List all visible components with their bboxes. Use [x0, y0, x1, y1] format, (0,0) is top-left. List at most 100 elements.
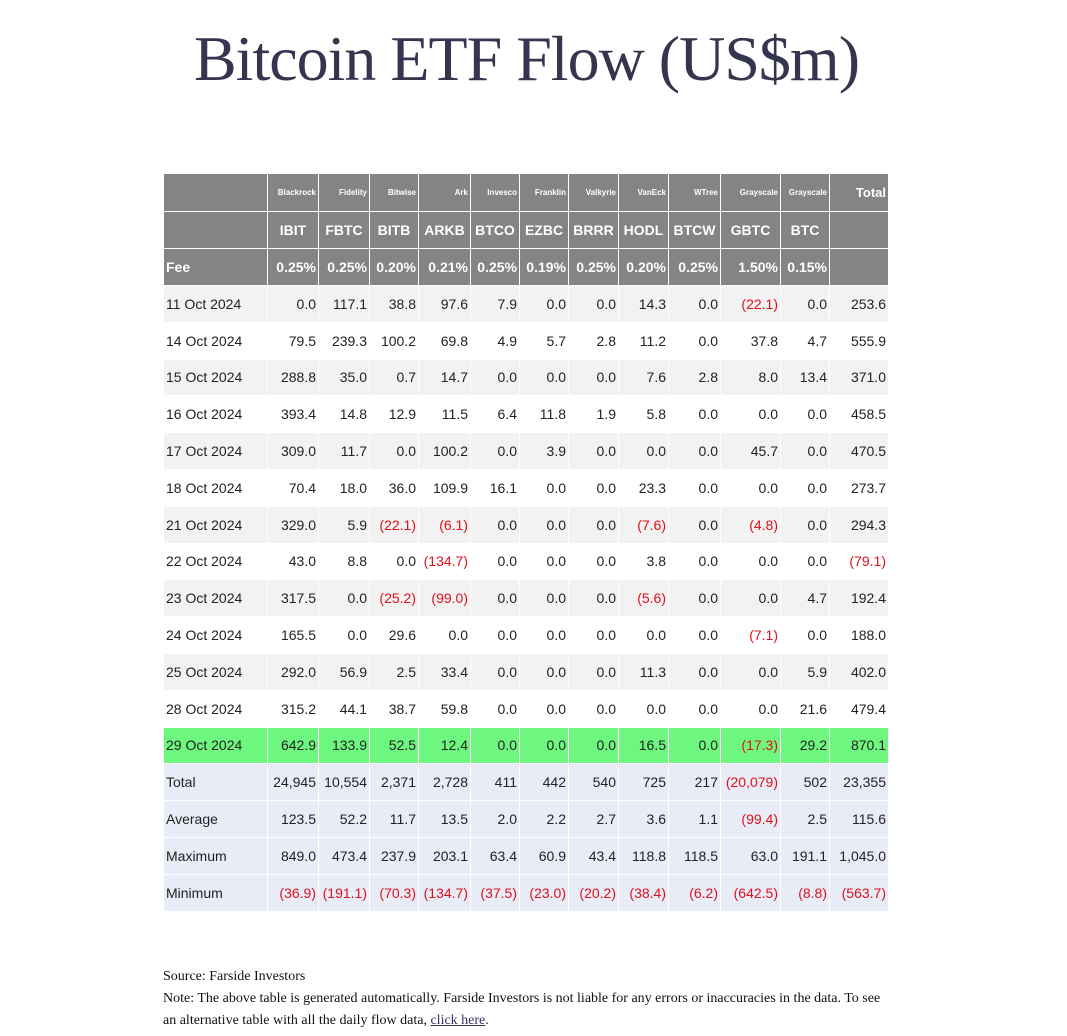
summary-value: 540 — [568, 763, 619, 802]
flow-value: 12.4 — [418, 726, 471, 765]
ticker: EZBC — [519, 211, 569, 249]
flow-value: 479.4 — [829, 689, 889, 728]
summary-value: 11.7 — [369, 800, 419, 838]
flow-value: 0.0 — [519, 468, 569, 507]
issuer-row: Blackrock Fidelity Bitwise Ark Invesco Frankl… — [163, 173, 889, 212]
flow-row: 11 Oct 2024 0.0 117.1 38.8 97.6 7.9 0.0 0.0 14.3… — [163, 285, 889, 323]
flow-value: 4.9 — [470, 321, 520, 360]
issuer: Bitwise — [369, 173, 419, 212]
flow-value: 29.2 — [780, 726, 830, 765]
flow-value: 44.1 — [318, 689, 370, 728]
flow-value: 43.0 — [267, 542, 319, 581]
fee-label: Fee — [163, 248, 268, 286]
flow-value: 8.8 — [318, 542, 370, 581]
flow-value: (22.1) — [369, 505, 419, 544]
flow-value: 393.4 — [267, 395, 319, 434]
flow-value: 309.0 — [267, 432, 319, 470]
flow-value: (4.8) — [720, 505, 781, 544]
flow-value: 0.0 — [668, 689, 721, 728]
flow-value: 0.0 — [668, 285, 721, 323]
flow-value: 0.0 — [668, 432, 721, 470]
flow-value: 0.0 — [519, 726, 569, 765]
flow-value: 6.4 — [470, 395, 520, 434]
issuer: Total — [829, 173, 889, 212]
flow-value: 0.0 — [470, 432, 520, 470]
summary-value: 442 — [519, 763, 569, 802]
flow-value: 21.6 — [780, 689, 830, 728]
flow-value: 38.7 — [369, 689, 419, 728]
flow-value: (22.1) — [720, 285, 781, 323]
fee: 0.20% — [369, 248, 419, 286]
flow-value: 0.0 — [470, 505, 520, 544]
flow-value: 0.0 — [780, 432, 830, 470]
date: 29 Oct 2024 — [163, 726, 268, 765]
flow-value: 13.4 — [780, 358, 830, 397]
flow-value: 3.9 — [519, 432, 569, 470]
flow-value: 2.8 — [568, 321, 619, 360]
flow-value: 0.0 — [519, 358, 569, 397]
flow-value: (25.2) — [369, 579, 419, 618]
flow-value: 458.5 — [829, 395, 889, 434]
summary-value: 725 — [618, 763, 669, 802]
blank-cell — [163, 173, 268, 212]
summary-value: (134.7) — [418, 873, 471, 912]
summary-value: 123.5 — [267, 800, 319, 838]
flow-value: 0.0 — [668, 726, 721, 765]
summary-value: 43.4 — [568, 836, 619, 875]
fee: 0.25% — [318, 248, 370, 286]
summary-value: 203.1 — [418, 836, 471, 875]
summary-value: (37.5) — [470, 873, 520, 912]
flow-value: 0.0 — [568, 652, 619, 691]
source: Source: Farside Investors — [163, 969, 306, 984]
date: 21 Oct 2024 — [163, 505, 268, 544]
summary-value: 118.5 — [668, 836, 721, 875]
summary-label: Average — [163, 800, 268, 838]
issuer: Grayscale — [720, 173, 781, 212]
flow-value: 11.7 — [318, 432, 370, 470]
flow-value: 0.0 — [267, 285, 319, 323]
flow-value: 79.5 — [267, 321, 319, 360]
flow-value: 0.0 — [668, 321, 721, 360]
click-here-link[interactable]: click here — [430, 1013, 486, 1028]
flow-row: 23 Oct 2024 317.5 0.0 (25.2) (99.0) 0.0 0.0 0.0… — [163, 579, 889, 618]
flow-value: 165.5 — [267, 616, 319, 654]
fee: 0.25% — [267, 248, 319, 286]
page-title: Bitcoin ETF Flow (US$m) — [193, 23, 860, 94]
flow-value: 59.8 — [418, 689, 471, 728]
fee: 0.20% — [618, 248, 669, 286]
flow-value: 0.0 — [618, 616, 669, 654]
flow-value: (79.1) — [829, 542, 889, 581]
issuer: VanEck — [618, 173, 669, 212]
flow-row: 14 Oct 2024 79.5 239.3 100.2 69.8 4.9 5.7 2.8 11… — [163, 321, 889, 360]
summary-value: (191.1) — [318, 873, 370, 912]
flow-value: (5.6) — [618, 579, 669, 618]
summary-value: 502 — [780, 763, 830, 802]
flow-row: 22 Oct 2024 43.0 8.8 0.0 (134.7) 0.0 0.0 0.0 3.8… — [163, 542, 889, 581]
flow-value: 0.0 — [519, 505, 569, 544]
flow-value: 14.3 — [618, 285, 669, 323]
blank-cell — [163, 211, 268, 249]
flow-value: 11.8 — [519, 395, 569, 434]
flow-value: 23.3 — [618, 468, 669, 507]
ticker: BTCO — [470, 211, 520, 249]
flow-value: 315.2 — [267, 689, 319, 728]
flow-value: 0.0 — [519, 579, 569, 618]
date: 25 Oct 2024 — [163, 652, 268, 691]
flow-row: 21 Oct 2024 329.0 5.9 (22.1) (6.1) 0.0 0.0 0.0(… — [163, 505, 889, 544]
flow-value: 292.0 — [267, 652, 319, 691]
summary-value: 191.1 — [780, 836, 830, 875]
summary-value: (8.8) — [780, 873, 830, 912]
summary-value: (70.3) — [369, 873, 419, 912]
summary-value: 473.4 — [318, 836, 370, 875]
flow-value: 35.0 — [318, 358, 370, 397]
flow-value: 56.9 — [318, 652, 370, 691]
summary-value: (6.2) — [668, 873, 721, 912]
flow-value: 0.0 — [720, 468, 781, 507]
summary-value: (642.5) — [720, 873, 781, 912]
flow-value: 555.9 — [829, 321, 889, 360]
summary-value: 115.6 — [829, 800, 889, 838]
flow-value: 1.9 — [568, 395, 619, 434]
flow-value: 0.0 — [668, 395, 721, 434]
date: 11 Oct 2024 — [163, 285, 268, 323]
summary-value: 52.2 — [318, 800, 370, 838]
